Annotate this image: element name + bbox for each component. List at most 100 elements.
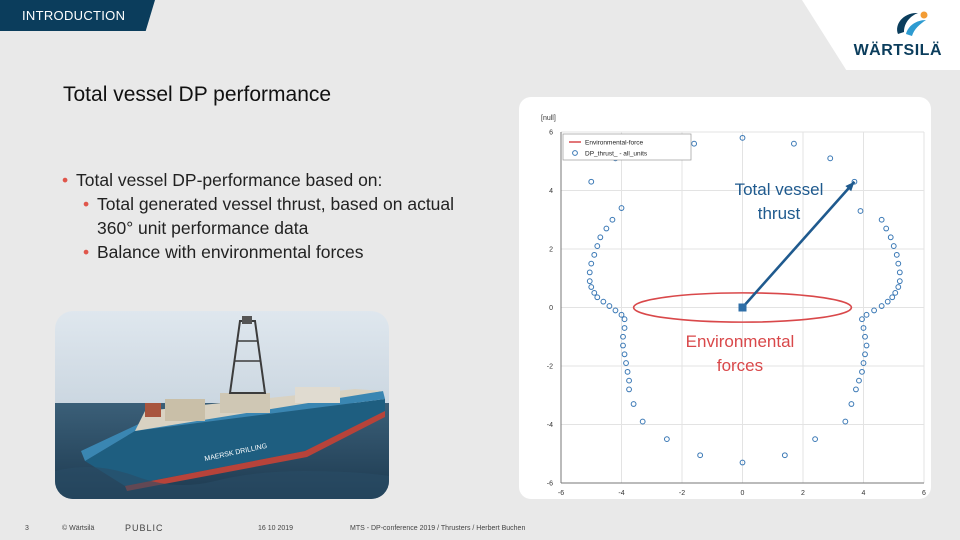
thrust-data-point [626, 386, 632, 393]
thrust-data-point [890, 243, 897, 249]
thrust-data-point [597, 234, 604, 241]
x-tick-label: -4 [618, 490, 624, 497]
thrust-data-point [663, 436, 670, 443]
legend-label-thrust: DP_thrust_ - all_units [585, 151, 648, 158]
thrust-data-point [878, 216, 885, 223]
bullet-dot-icon: • [83, 194, 90, 214]
thrust-data-point [588, 260, 595, 267]
sub-bullet-item: • Balance with environmental forces [62, 240, 482, 264]
section-tab-label: INTRODUCTION [22, 8, 126, 23]
x-tick-label: 4 [862, 490, 866, 497]
thrust-data-point [594, 243, 601, 249]
annotation-thrust-line1: Total vessel [735, 180, 824, 199]
thrust-data-point [862, 333, 868, 340]
legend-label-environmental: Environmental-force [585, 140, 644, 147]
thrust-data-point [621, 325, 628, 331]
thrust-data-point [842, 418, 849, 425]
y-tick-label: -2 [547, 364, 553, 371]
thrust-data-point [591, 289, 598, 296]
thrust-data-point [862, 351, 868, 358]
thrust-data-point [623, 360, 629, 366]
thrust-data-point [857, 208, 864, 214]
thrust-vector-arrowhead [845, 181, 855, 192]
thrust-data-point [871, 307, 877, 314]
y-tick-label: 0 [549, 305, 553, 312]
x-tick-label: 2 [801, 490, 805, 497]
thrust-data-point [896, 269, 903, 276]
thrust-data-point [827, 155, 834, 162]
dp-performance-chart: -6 -4 -2 0 2 4 6 -6 -4 -2 0 2 4 6 [null] Environmental… [541, 115, 926, 497]
thrust-data-point [626, 377, 632, 384]
section-tab: INTRODUCTION [0, 0, 155, 31]
thrust-data-point [853, 386, 859, 393]
thrust-data-point [606, 303, 613, 309]
thrust-data-point [859, 368, 865, 375]
annotation-environment-line1: Environmental [686, 332, 795, 351]
thrust-data-point [848, 401, 855, 407]
thrust-data-point [612, 307, 619, 314]
thrust-data-point [588, 178, 595, 185]
thrust-data-point [892, 289, 899, 296]
thrust-data-point [878, 303, 885, 309]
thrust-data-point [791, 140, 797, 147]
thrust-data-point [630, 401, 637, 407]
y-tick-label: 2 [549, 247, 553, 254]
x-tick-label: 6 [922, 490, 926, 497]
thrust-data-point [594, 294, 601, 301]
legend-box [562, 133, 692, 161]
annotation-environment-line2: forces [717, 356, 763, 375]
thrust-data-point [621, 351, 628, 358]
thrust-data-point [600, 298, 607, 305]
thrust-data-point [739, 134, 746, 141]
thrust-data-point [618, 311, 625, 318]
y-tick-label: -6 [547, 481, 553, 488]
thrust-data-point [697, 452, 704, 459]
x-tick-label: -6 [558, 490, 564, 497]
thrust-data-point [860, 360, 867, 366]
thrust-data-point [895, 260, 902, 267]
thrust-data-point [859, 316, 865, 323]
logo-wordmark: WÄRTSILÄ [853, 42, 942, 59]
thrust-data-point [781, 452, 788, 459]
y-axis-label: [null] [541, 115, 556, 122]
thrust-data-point [586, 278, 593, 285]
thrust-data-point [618, 205, 625, 211]
thrust-data-point [812, 436, 819, 443]
x-tick-label: -2 [679, 490, 685, 497]
environmental-force-ellipse [632, 292, 853, 323]
footer-date: 16 10 2019 [258, 525, 294, 532]
thrust-data-point [639, 418, 646, 425]
thrust-data-point [893, 251, 900, 258]
legend-marker-thrust [572, 150, 578, 156]
chart-card: -6 -4 -2 0 2 4 6 -6 -4 -2 0 2 4 6 [null] Environmental… [519, 97, 931, 499]
thrust-data-point [887, 234, 894, 241]
thrust-data-point [860, 325, 867, 331]
thrust-data-point [896, 278, 903, 285]
thrust-data-point [851, 178, 858, 185]
thrust-data-point [586, 269, 593, 276]
annotation-thrust-line2: thrust [758, 204, 801, 223]
sub-bullet-text: Balance with environmental forces [97, 242, 364, 262]
footer-copyright: © Wärtsilä [62, 525, 95, 532]
thrust-data-point [621, 316, 628, 323]
thrust-data-point [588, 284, 595, 290]
thrust-data-point [620, 342, 626, 349]
footer-classification: PUBLIC [125, 523, 164, 533]
sub-bullet-item: • Total generated vessel thrust, based o… [62, 192, 482, 240]
y-tick-label: 6 [549, 130, 553, 137]
footer-source: MTS - DP-conference 2019 / Thrusters / H… [350, 525, 526, 532]
drillship-photo: MAERSK DRILLING [55, 311, 389, 499]
thrust-data-point [863, 342, 870, 349]
thrust-data-point [856, 377, 862, 384]
origin-marker [738, 303, 747, 312]
thrust-data-point [895, 284, 902, 290]
footer-page-number: 3 [25, 525, 29, 532]
bullet-dot-icon: • [83, 242, 90, 262]
thrust-data-point [691, 140, 698, 147]
thrust-data-point [603, 225, 610, 232]
thrust-data-point [883, 225, 890, 232]
logo-area: WÄRTSILÄ [802, 0, 960, 70]
thrust-data-point [739, 459, 746, 466]
thrust-data-point [884, 298, 891, 305]
bullet-list: Total vessel DP-performance based on: • … [62, 168, 482, 264]
